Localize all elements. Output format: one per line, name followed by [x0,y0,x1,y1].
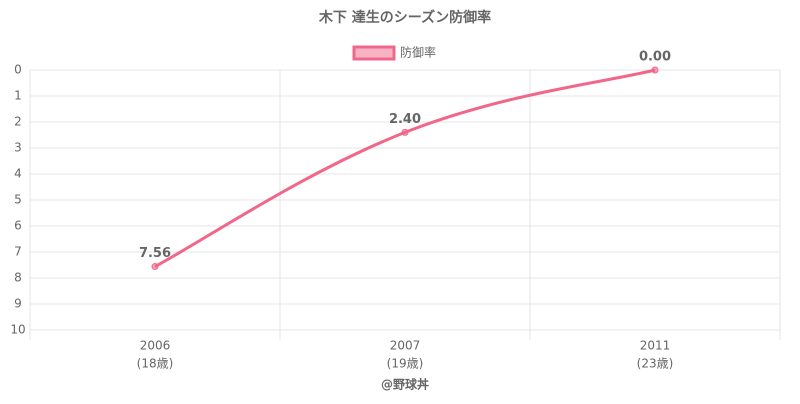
y-tick-label: 5 [14,193,22,207]
x-tick-sublabel: (23歳) [637,357,674,371]
legend-swatch [352,45,396,61]
x-tick-sublabel: (19歳) [387,357,424,371]
y-tick-label: 8 [14,271,22,285]
credit: @野球丼 [381,377,429,392]
data-label: 2.40 [389,112,421,127]
y-tick-label: 4 [14,167,22,181]
y-tick-label: 9 [14,297,22,311]
y-tick-label: 10 [10,323,25,337]
point [651,66,659,74]
data-label: 0.00 [639,50,671,65]
y-tick-label: 2 [14,115,22,129]
point [151,263,159,271]
x-tick-sublabel: (18歳) [137,357,174,371]
legend-label: 防御率 [400,45,436,60]
y-tick-label: 1 [14,89,22,103]
y-tick-label: 3 [14,141,22,155]
x-tick-label: 2007 [390,339,421,353]
x-tick-label: 2006 [140,339,171,353]
y-tick-label: 6 [14,219,22,233]
x-tick-label: 2011 [640,339,671,353]
data-label: 7.56 [139,246,171,261]
point [401,128,409,136]
chart-title: 木下 達生のシーズン防御率 [318,9,491,26]
line [154,68,656,268]
y-tick-label: 0 [14,63,22,77]
y-tick-label: 7 [14,245,22,259]
